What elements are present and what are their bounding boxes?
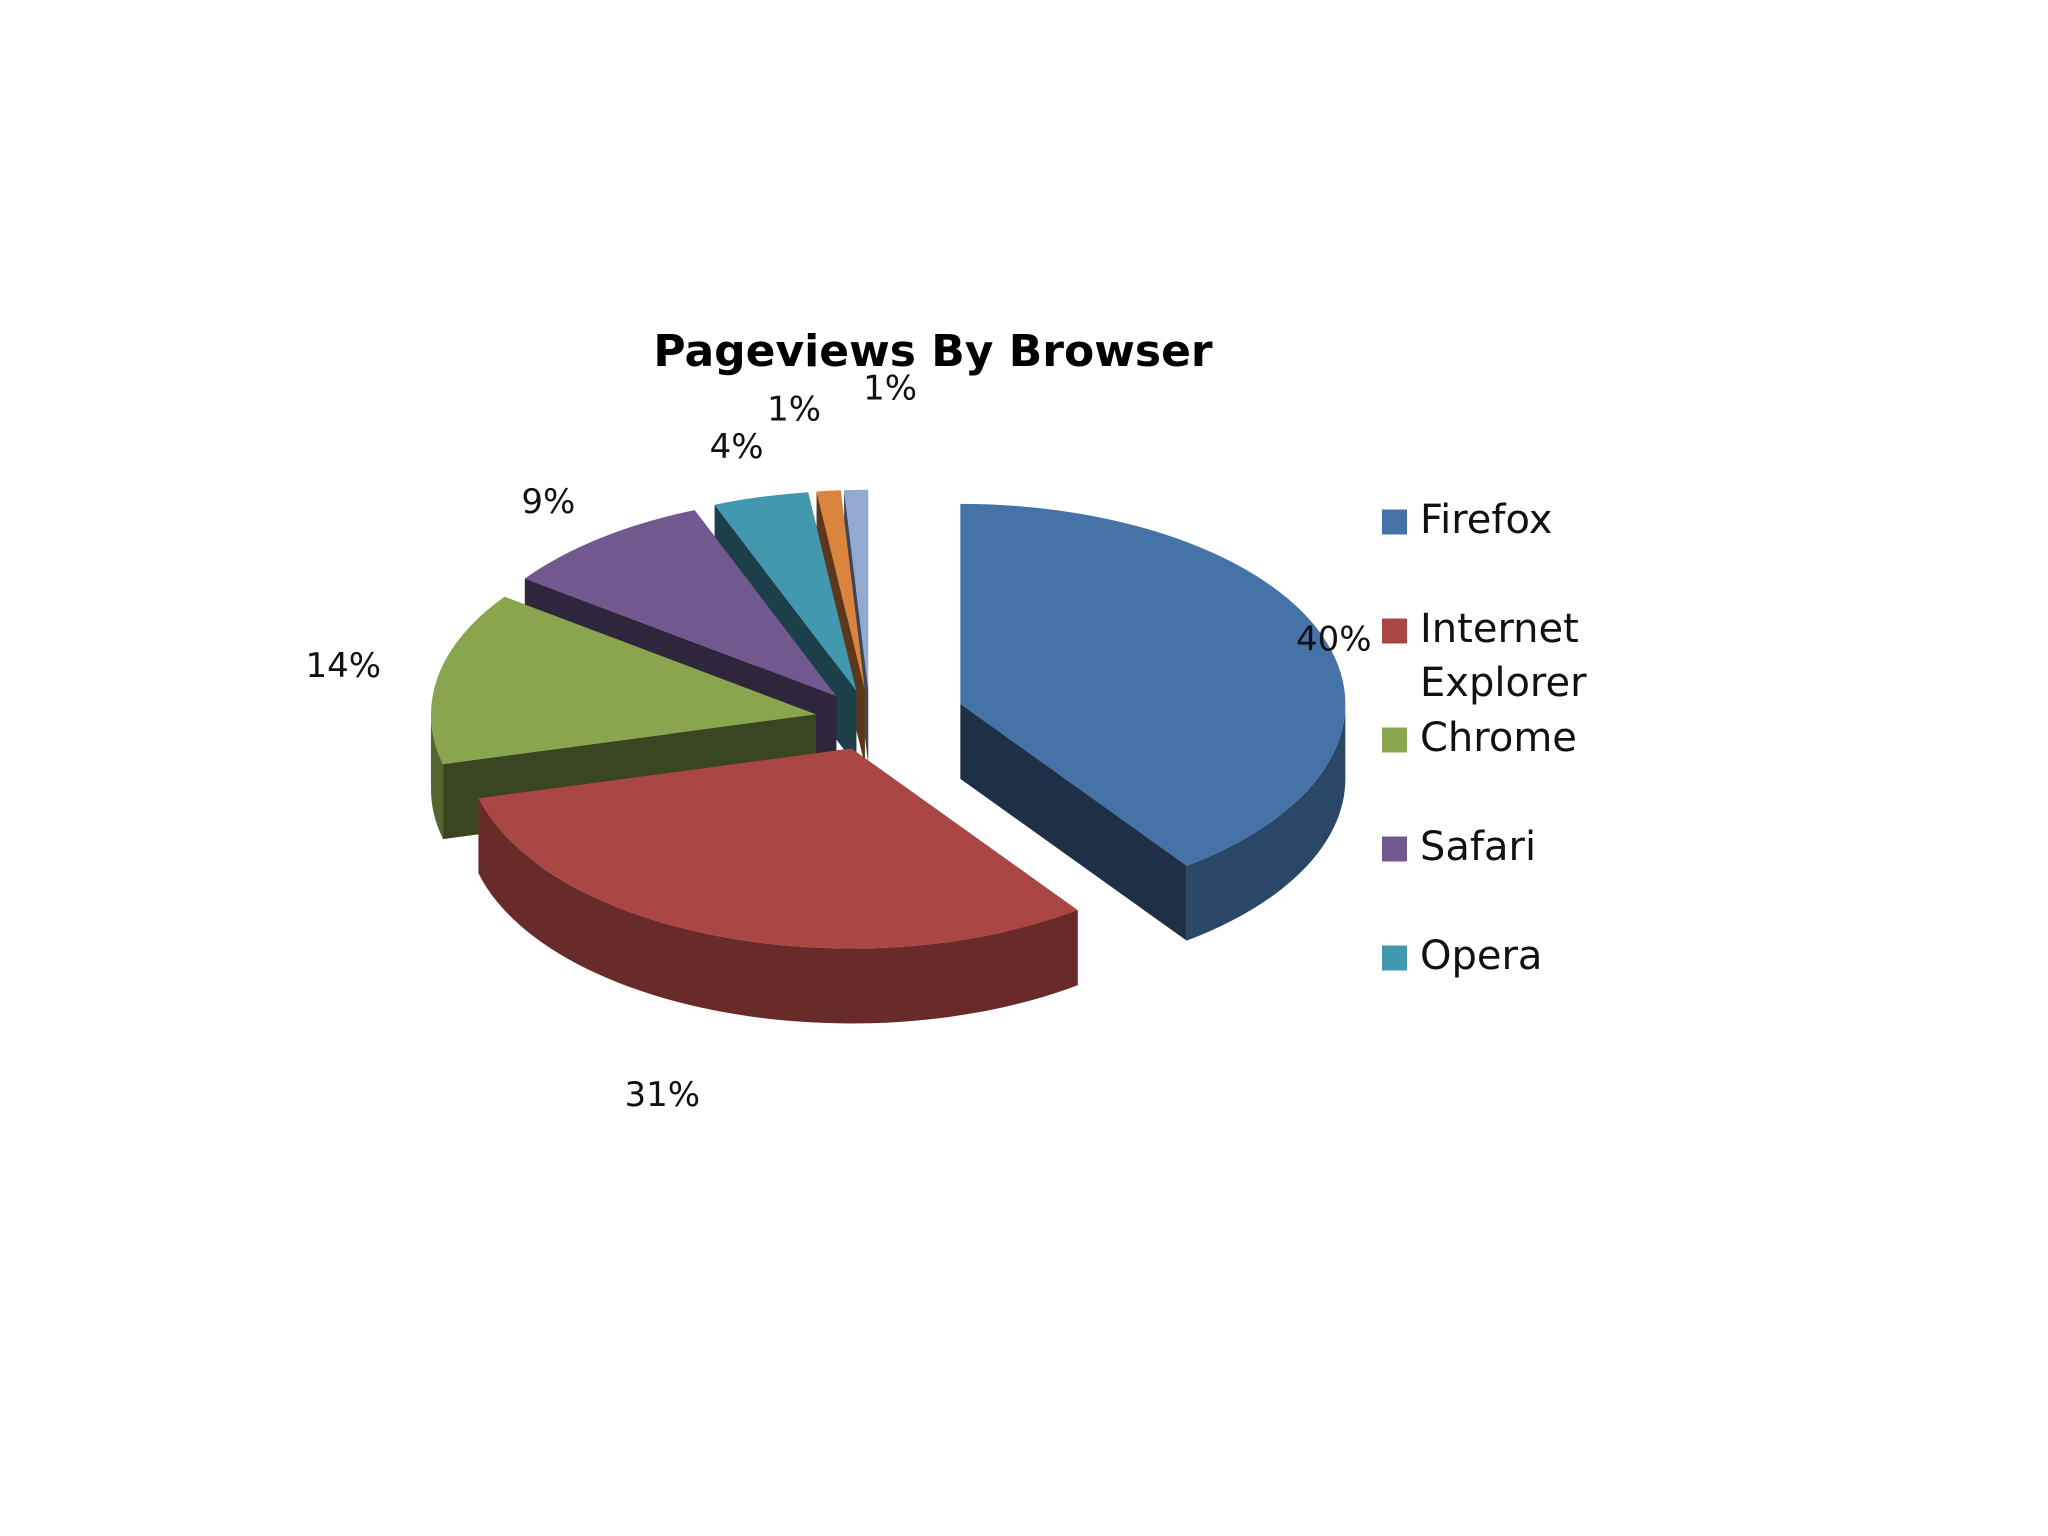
- legend-label: Internet: [1420, 606, 1579, 652]
- legend: Firefox Internet Explorer Chrome Safari Opera: [1382, 497, 1587, 979]
- legend-entry-0: Firefox: [1382, 497, 1552, 543]
- pie-slice-1: [478, 748, 1078, 1024]
- legend-label: Explorer: [1420, 660, 1587, 706]
- data-label-0: 40%: [1296, 619, 1372, 659]
- legend-label: Safari: [1420, 824, 1536, 870]
- legend-swatch: [1382, 945, 1407, 971]
- pie-slices: [430, 489, 1346, 1024]
- data-label-5: 1%: [767, 390, 821, 430]
- legend-swatch: [1382, 618, 1407, 644]
- legend-label: Opera: [1420, 933, 1542, 979]
- legend-entry-2: Chrome: [1382, 715, 1577, 761]
- legend-swatch: [1382, 509, 1407, 535]
- data-label-3: 9%: [521, 482, 575, 522]
- pie-slice-0: [960, 503, 1346, 941]
- legend-label: Chrome: [1420, 715, 1577, 761]
- legend-entry-1: Internet Explorer: [1382, 606, 1587, 706]
- chart-title: Pageviews By Browser: [653, 326, 1213, 377]
- legend-entry-3: Safari: [1382, 824, 1536, 870]
- data-labels: 40%31%14%9%4%1%1%: [305, 368, 1371, 1114]
- data-label-4: 4%: [710, 427, 764, 467]
- legend-swatch: [1382, 836, 1407, 862]
- data-label-1: 31%: [624, 1075, 700, 1115]
- legend-entry-4: Opera: [1382, 933, 1542, 979]
- data-label-6: 1%: [863, 368, 917, 408]
- data-label-2: 14%: [305, 646, 381, 686]
- legend-label: Firefox: [1420, 497, 1552, 543]
- legend-swatch: [1382, 727, 1407, 753]
